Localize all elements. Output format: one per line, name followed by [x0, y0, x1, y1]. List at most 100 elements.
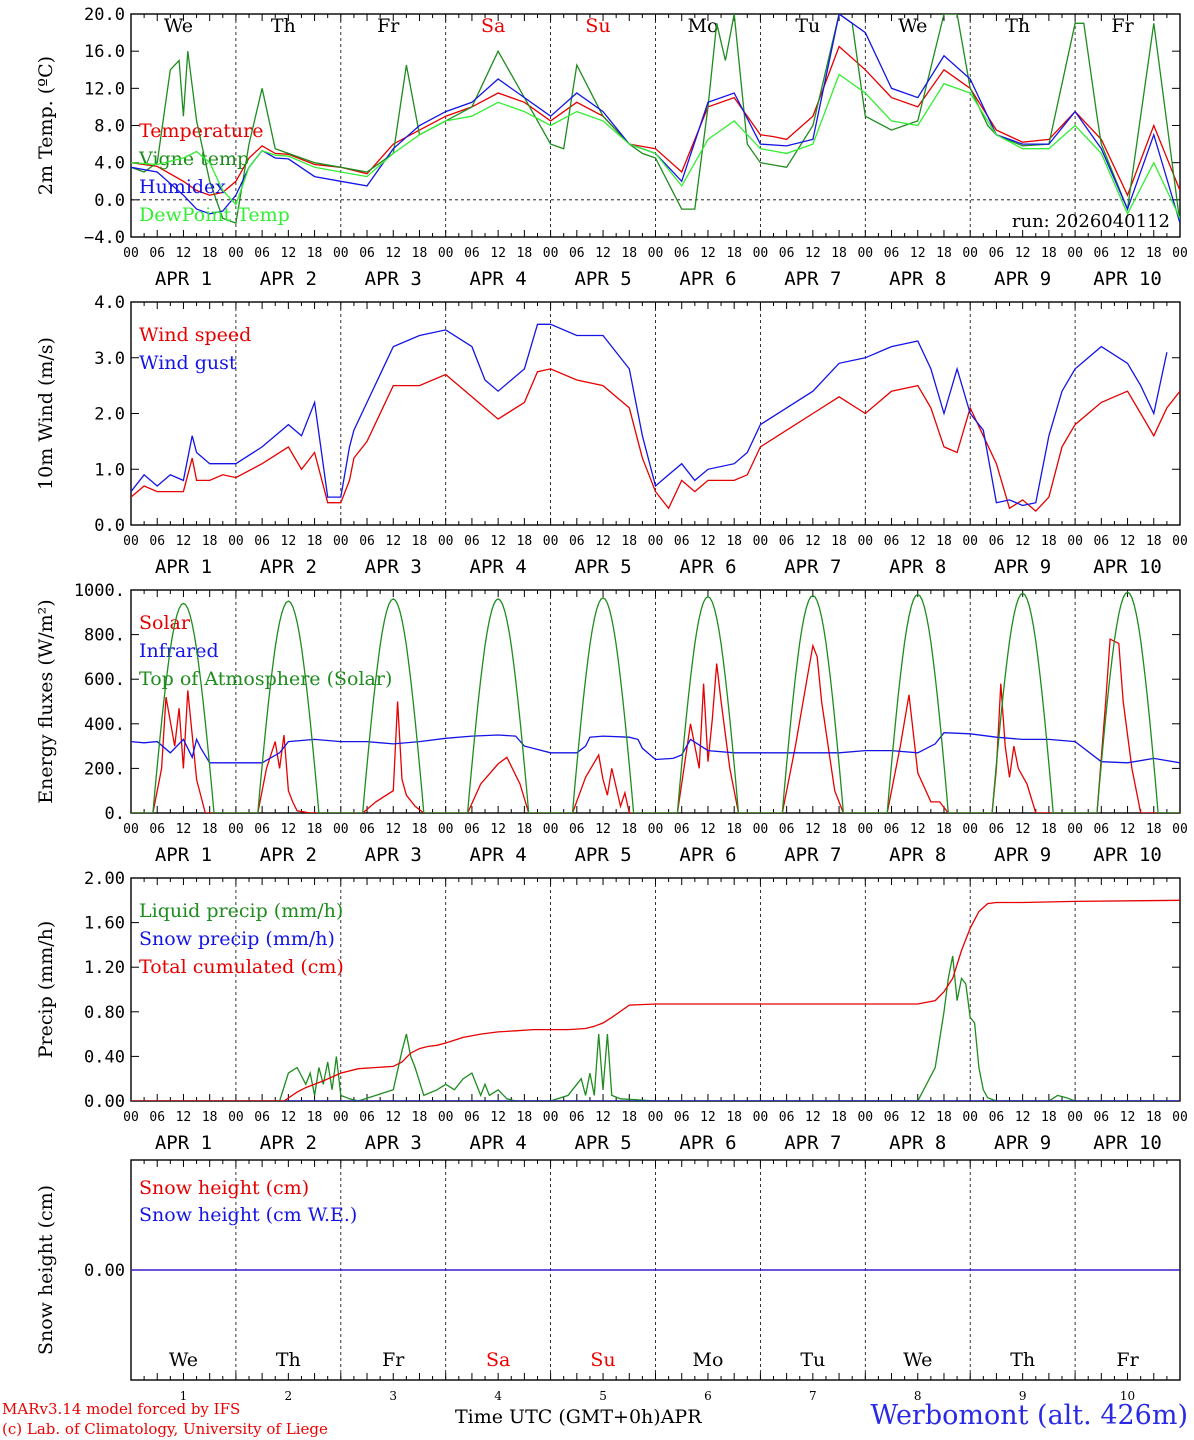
date-label: APR 8 [889, 556, 946, 578]
hour-tick-label: 18 [621, 1110, 637, 1125]
hour-tick-label: 12 [805, 246, 821, 261]
hour-tick-label: 06 [254, 534, 270, 549]
hour-tick-label: 06 [989, 246, 1005, 261]
day-number: 3 [389, 1389, 397, 1403]
hour-tick-label: 06 [884, 534, 900, 549]
hour-tick-label: 00 [753, 534, 769, 549]
hour-tick-label: 00 [753, 246, 769, 261]
hour-tick-label: 00 [1172, 534, 1188, 549]
hour-tick-label: 00 [438, 246, 454, 261]
hour-tick-label: 06 [674, 822, 690, 837]
hour-tick-label: 00 [123, 246, 139, 261]
hour-tick-label: 18 [1146, 1110, 1162, 1125]
day-number: 2 [285, 1389, 293, 1403]
hour-tick-label: 00 [648, 246, 664, 261]
hour-tick-label: 18 [1041, 1110, 1057, 1125]
y-tick-label: 2.0 [94, 405, 125, 425]
y-tick-label: 8.0 [94, 117, 125, 137]
weekday-label: Fr [1111, 15, 1134, 37]
weekday-label: Th [271, 15, 296, 37]
hour-tick-label: 06 [359, 534, 375, 549]
y-axis-label: 10m Wind (m/s) [35, 337, 57, 490]
hour-tick-label: 12 [1120, 534, 1136, 549]
hour-tick-label: 18 [412, 534, 428, 549]
hour-tick-label: 18 [1041, 822, 1057, 837]
y-axis-label: Energy fluxes (W/m²) [35, 599, 57, 803]
weekday-label: We [164, 15, 193, 37]
y-tick-label: 0.00 [84, 1092, 125, 1112]
series-line-energy-1 [131, 732, 1180, 764]
legend-entry: Vigne temp [138, 148, 249, 170]
legend-entry: Wind gust [139, 352, 237, 374]
y-tick-label: 1.20 [84, 958, 125, 978]
hour-tick-label: 06 [569, 822, 585, 837]
hour-tick-label: 18 [412, 822, 428, 837]
day-number: 5 [599, 1389, 607, 1403]
hour-tick-label: 12 [700, 534, 716, 549]
date-label: APR 9 [994, 844, 1051, 866]
hour-tick-label: 18 [831, 822, 847, 837]
hour-tick-label: 06 [1093, 246, 1109, 261]
hour-tick-label: 00 [962, 246, 978, 261]
y-axis-label: 2m Temp. (ºC) [35, 56, 57, 195]
weekday-label: Th [276, 1349, 301, 1371]
date-label: APR 8 [889, 844, 946, 866]
series-line-energy-2 [131, 591, 1180, 813]
hour-tick-label: 00 [1172, 246, 1188, 261]
y-axis-label: Snow height (cm) [35, 1185, 57, 1355]
hour-tick-label: 12 [281, 534, 297, 549]
day-number: 7 [809, 1389, 817, 1403]
hour-tick-label: 18 [202, 822, 218, 837]
hour-tick-label: 00 [228, 822, 244, 837]
hour-tick-label: 00 [648, 822, 664, 837]
hour-tick-label: 18 [831, 1110, 847, 1125]
hour-tick-label: 06 [674, 1110, 690, 1125]
hour-tick-label: 12 [176, 246, 192, 261]
hour-tick-label: 06 [884, 1110, 900, 1125]
legend-entry: Snow height (cm W.E.) [139, 1204, 357, 1226]
hour-tick-label: 00 [1067, 534, 1083, 549]
hour-tick-label: 00 [543, 534, 559, 549]
hour-tick-label: 12 [1015, 1110, 1031, 1125]
day-number: 10 [1120, 1389, 1135, 1403]
hour-tick-label: 06 [884, 822, 900, 837]
hour-tick-label: 18 [202, 246, 218, 261]
weekday-label: Th [1010, 1349, 1035, 1371]
hour-tick-label: 00 [857, 246, 873, 261]
hour-tick-label: 18 [307, 1110, 323, 1125]
hour-tick-label: 18 [202, 534, 218, 549]
hour-tick-label: 00 [962, 534, 978, 549]
hour-tick-label: 12 [385, 534, 401, 549]
weekday-label: Su [590, 1349, 615, 1371]
hour-tick-label: 00 [1172, 1110, 1188, 1125]
hour-tick-label: 18 [307, 534, 323, 549]
hour-tick-label: 12 [176, 1110, 192, 1125]
hour-tick-label: 18 [412, 246, 428, 261]
hour-tick-label: 18 [936, 1110, 952, 1125]
hour-tick-label: 18 [517, 246, 533, 261]
legend-entry: Snow height (cm) [139, 1177, 309, 1199]
hour-tick-label: 18 [831, 246, 847, 261]
weekday-label: Tu [795, 15, 820, 37]
hour-tick-label: 12 [595, 1110, 611, 1125]
hour-tick-label: 12 [176, 534, 192, 549]
y-tick-label: 0.80 [84, 1003, 125, 1023]
weekday-label: Fr [382, 1349, 405, 1371]
hour-tick-label: 06 [464, 534, 480, 549]
hour-tick-label: 12 [805, 1110, 821, 1125]
weekday-label: We [898, 15, 927, 37]
weekday-label: We [169, 1349, 198, 1371]
lab-credit: (c) Lab. of Climatology, University of L… [2, 1420, 328, 1438]
hour-tick-label: 06 [149, 822, 165, 837]
y-tick-label: 1.0 [94, 460, 125, 480]
hour-tick-label: 06 [884, 246, 900, 261]
hour-tick-label: 00 [1067, 246, 1083, 261]
date-label: APR 2 [260, 556, 317, 578]
hour-tick-label: 00 [1172, 822, 1188, 837]
legend-entry: Liquid precip (mm/h) [139, 900, 343, 922]
y-tick-label: 0.0 [94, 191, 125, 211]
hour-tick-label: 12 [910, 534, 926, 549]
date-label: APR 9 [994, 556, 1051, 578]
hour-tick-label: 00 [543, 1110, 559, 1125]
hour-tick-label: 18 [1041, 534, 1057, 549]
